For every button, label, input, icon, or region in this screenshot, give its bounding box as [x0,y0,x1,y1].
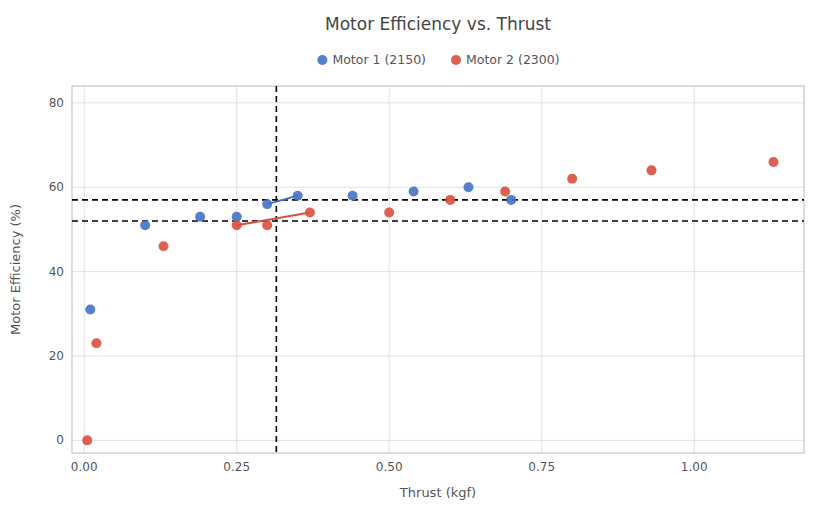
plot-frame [72,86,804,453]
horizontal-reference-line [72,220,804,222]
legend: Motor 1 (2150) Motor 2 (2300) [317,52,559,67]
x-grid-line [694,86,695,453]
x-tick-label: 0.75 [528,460,555,474]
legend-label: Motor 2 (2300) [466,52,560,67]
y-tick-label: 20 [49,349,64,363]
legend-item: Motor 2 (2300) [451,52,560,67]
scatter-point [769,157,779,167]
scatter-point [445,195,455,205]
scatter-point [195,212,205,222]
scatter-point [140,220,150,230]
chart-container: 0.00 0.25 0.50 0.75 1.00 0 20 40 60 80 Motor Effic… [0,0,826,511]
scatter-point [305,208,315,218]
scatter-point [464,182,474,192]
scatter-point [567,174,577,184]
legend-marker [317,55,327,65]
y-tick-label: 80 [49,96,64,110]
y-grid-line [72,102,804,103]
scatter-point [91,338,101,348]
scatter-point [409,186,419,196]
x-grid-line [236,86,237,453]
scatter-point [506,195,516,205]
vertical-reference-line [276,86,278,453]
chart-title: Motor Efficiency vs. Thrust [325,14,551,34]
chart-svg: 0.00 0.25 0.50 0.75 1.00 0 20 40 60 80 Motor Effic… [0,0,826,511]
scatter-point [159,241,169,251]
x-tick-label: 0.25 [223,460,250,474]
scatter-point [647,165,657,175]
x-grid-line [389,86,390,453]
scatter-point [293,191,303,201]
scatter-point [384,208,394,218]
legend-marker [451,55,461,65]
x-grid-line [541,86,542,453]
horizontal-reference-line [72,199,804,201]
scatter-point [82,435,92,445]
y-grid-line [72,271,804,272]
scatter-point [85,305,95,315]
x-tick-label: 0.50 [376,460,403,474]
legend-item: Motor 1 (2150) [317,52,426,67]
background [0,0,826,511]
plot-area [72,86,804,453]
scatter-point [232,220,242,230]
y-tick-label: 0 [56,433,64,447]
y-tick-label: 60 [49,180,64,194]
y-grid-line [72,187,804,188]
x-axis-label: Thrust (kgf) [399,485,476,500]
x-tick-label: 1.00 [681,460,708,474]
line-segment [237,213,310,226]
x-tick-label: 0.00 [71,460,98,474]
scatter-point [262,220,272,230]
y-axis-label: Motor Efficiency (%) [8,204,23,335]
x-grid-line [84,86,85,453]
scatter-point [348,191,358,201]
y-grid-line [72,355,804,356]
scatter-point [500,186,510,196]
y-tick-label: 40 [49,265,64,279]
y-grid-line [72,440,804,441]
grid [72,86,804,453]
scatter-point [262,199,272,209]
legend-label: Motor 1 (2150) [332,52,426,67]
